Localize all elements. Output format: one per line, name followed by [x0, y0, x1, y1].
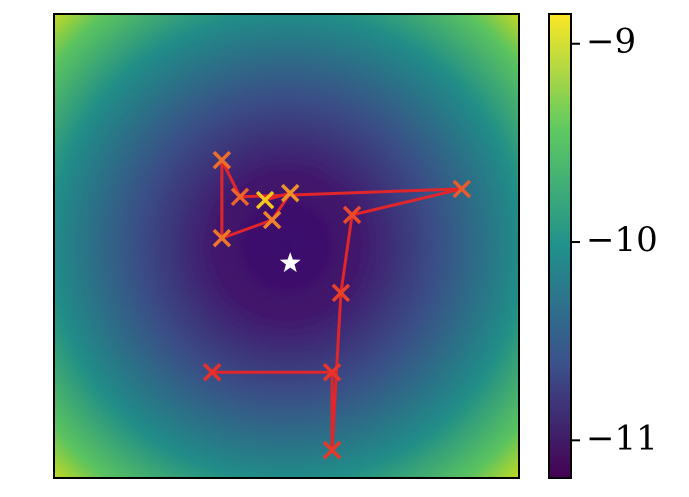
trajectory-marker	[262, 210, 282, 230]
colorbar	[548, 13, 572, 479]
trajectory-marker	[342, 205, 362, 225]
trajectory-marker	[212, 150, 232, 170]
trajectory-marker	[202, 362, 222, 382]
trajectory-marker	[322, 362, 342, 382]
target-star	[279, 252, 301, 273]
colorbar-tick-label: −10	[586, 220, 658, 260]
trajectory-marker	[255, 190, 275, 210]
colorbar-tick-label: −9	[586, 22, 636, 62]
trajectory-marker	[212, 228, 232, 248]
trajectory-marker	[280, 183, 300, 203]
trajectory-marker	[452, 179, 472, 199]
heatmap	[54, 14, 519, 478]
trajectory-marker	[331, 283, 351, 303]
trajectory-marker	[322, 440, 342, 460]
plot-frame	[53, 13, 520, 479]
plot-area	[202, 150, 472, 460]
colorbar-tick-label: −11	[586, 418, 658, 458]
trajectory-marker	[230, 187, 250, 207]
colorbar-axis: −9 −10 −11	[571, 22, 658, 458]
